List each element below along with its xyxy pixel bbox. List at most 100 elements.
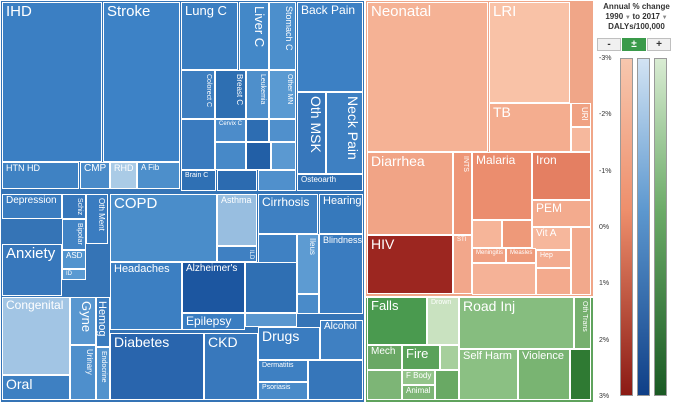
treemap-cell-self-harm[interactable]: Self Harm	[459, 349, 518, 400]
treemap-cell-oral[interactable]: Oral	[2, 375, 70, 400]
treemap-cell-neonatal[interactable]: Neonatal	[367, 2, 488, 152]
treemap-cell-pem[interactable]: PEM	[532, 200, 591, 227]
treemap-cell-diarrhea[interactable]: Diarrhea	[367, 152, 453, 235]
injury-minor-cause[interactable]	[367, 370, 402, 400]
plus-minus-button[interactable]: ±	[622, 38, 646, 51]
injury-minor-cause[interactable]	[440, 345, 459, 370]
treemap-cell-ints[interactable]: INTS	[453, 152, 472, 235]
treemap-cell-measles[interactable]: Measles	[506, 248, 536, 263]
treemap-cell-cervix-c[interactable]: Cervix C	[215, 119, 246, 142]
treemap-cell-rhd[interactable]: RHD	[110, 162, 137, 189]
treemap-cell-drugs[interactable]: Drugs	[258, 327, 320, 360]
treemap-cell-htn-hd[interactable]: HTN HD	[2, 162, 79, 189]
treemap-cell-iron[interactable]: Iron	[532, 152, 591, 200]
treemap-cell-stroke[interactable]: Stroke	[103, 2, 180, 162]
treemap-cell-violence[interactable]: Violence	[518, 349, 570, 400]
treemap-cell-schiz[interactable]: Schiz	[62, 194, 86, 219]
legend-year-from[interactable]: 1990	[605, 12, 624, 21]
treemap-cell-blindness[interactable]: Blindness	[319, 234, 363, 314]
treemap-cell-meningitis[interactable]: Meningitis	[472, 248, 506, 263]
ncd-minor-cause[interactable]	[297, 294, 319, 314]
ncd-minor-cause[interactable]	[215, 142, 246, 170]
treemap-cell-ild[interactable]: ILD	[217, 246, 257, 262]
communicable-minor-cause[interactable]	[472, 263, 536, 295]
treemap-cell-falls[interactable]: Falls	[367, 297, 427, 345]
communicable-minor-cause[interactable]	[536, 268, 571, 295]
treemap-cell-oth-ment[interactable]: Oth Ment	[86, 194, 108, 244]
treemap-cell-oth-trans[interactable]: Oth Trans	[574, 297, 591, 349]
treemap-cell-hemog[interactable]: Hemog	[96, 297, 110, 347]
treemap-cell-mech[interactable]: Mech	[367, 345, 402, 370]
treemap-cell-bipolar[interactable]: Bipolar	[62, 219, 86, 250]
injury-minor-cause[interactable]	[435, 370, 459, 400]
treemap-cell-diabetes[interactable]: Diabetes	[110, 333, 204, 400]
treemap-cell-osteoarth[interactable]: Osteoarth	[297, 174, 363, 191]
treemap-cell-endocrine[interactable]: Endocrine	[96, 347, 110, 400]
communicable-minor-cause[interactable]	[571, 127, 591, 152]
treemap-cell-animal[interactable]: Animal	[402, 385, 435, 400]
treemap-cell-other-mn[interactable]: Other MN	[269, 70, 296, 119]
treemap-cell-fire[interactable]: Fire	[402, 345, 440, 370]
treemap-cell-leukemia[interactable]: Leukemia	[246, 70, 269, 119]
treemap-cell-ileus[interactable]: Ileus	[297, 234, 319, 294]
treemap-cell-road-inj[interactable]: Road Inj	[459, 297, 574, 349]
treemap-cell-drown[interactable]: Drown	[427, 297, 459, 345]
treemap-cell-headaches[interactable]: Headaches	[110, 262, 182, 330]
treemap-cell-neck-pain[interactable]: Neck Pain	[326, 92, 363, 174]
treemap-cell-uri[interactable]: URI	[571, 103, 591, 127]
treemap-cell-hearing[interactable]: Hearing	[319, 194, 363, 234]
treemap-cell-f-body[interactable]: F Body	[402, 370, 435, 385]
treemap-cell-psoriasis[interactable]: Psoriasis	[258, 382, 308, 400]
treemap-cell-sti[interactable]: STI	[453, 235, 472, 294]
ncd-minor-cause[interactable]	[308, 360, 363, 400]
treemap-cell-tb[interactable]: TB	[489, 103, 571, 152]
ncd-minor-cause[interactable]	[269, 119, 296, 142]
treemap-cell-id[interactable]: ID	[62, 269, 86, 280]
treemap-cell-cmp[interactable]: CMP	[80, 162, 110, 189]
ncd-minor-cause[interactable]	[271, 142, 296, 170]
legend-year-to[interactable]: to 2017	[632, 12, 661, 21]
ncd-minor-cause[interactable]	[258, 170, 296, 191]
treemap-cell-urinary[interactable]: Urinary	[70, 345, 96, 400]
treemap-cell-breast-c[interactable]: Breast C	[215, 70, 246, 119]
treemap-cell-anxiety[interactable]: Anxiety	[2, 244, 62, 296]
treemap-cell-hep[interactable]: Hep	[536, 250, 571, 268]
treemap-cell-malaria[interactable]: Malaria	[472, 152, 532, 220]
treemap-cell-lri[interactable]: LRI	[489, 2, 570, 103]
communicable-minor-cause[interactable]	[571, 227, 591, 295]
ncd-minor-cause[interactable]	[246, 142, 271, 170]
ncd-minor-cause[interactable]	[181, 119, 215, 170]
minus-button[interactable]: -	[597, 38, 621, 51]
treemap-cell-back-pain[interactable]: Back Pain	[297, 2, 363, 92]
ncd-minor-cause[interactable]	[245, 313, 297, 327]
treemap-cell-oth-msk[interactable]: Oth MSK	[297, 92, 326, 174]
ncd-minor-cause[interactable]	[246, 119, 269, 142]
injury-minor-cause[interactable]	[570, 349, 591, 400]
plus-button[interactable]: +	[647, 38, 671, 51]
treemap-cell-cirrhosis[interactable]: Cirrhosis	[258, 194, 318, 234]
communicable-minor-cause[interactable]	[502, 220, 532, 248]
treemap-cell-gyne[interactable]: Gyne	[70, 297, 96, 345]
treemap-cell-brain-c[interactable]: Brain C	[181, 170, 216, 191]
treemap-cell-depression[interactable]: Depression	[2, 194, 62, 219]
treemap-cell-epilepsy[interactable]: Epilepsy	[182, 313, 245, 330]
treemap-cell-stomach-c[interactable]: Stomach C	[269, 2, 296, 70]
ncd-minor-cause[interactable]	[217, 170, 257, 191]
treemap-cell-copd[interactable]: COPD	[110, 194, 217, 262]
treemap-cell-asthma[interactable]: Asthma	[217, 194, 257, 246]
treemap-cell-alzheimer-s[interactable]: Alzheimer's	[182, 262, 245, 313]
treemap-cell-liver-c[interactable]: Liver C	[239, 2, 269, 70]
treemap-cell-asd[interactable]: ASD	[62, 250, 86, 269]
treemap-cell-hiv[interactable]: HIV	[367, 235, 453, 294]
ncd-minor-cause[interactable]	[245, 262, 297, 313]
treemap-cell-vit-a[interactable]: Vit A	[532, 227, 571, 250]
treemap-cell-a-fib[interactable]: A Fib	[137, 162, 180, 189]
communicable-minor-cause[interactable]	[472, 220, 502, 248]
treemap-cell-ihd[interactable]: IHD	[2, 2, 102, 162]
treemap-cell-dermatitis[interactable]: Dermatitis	[258, 360, 308, 382]
treemap-cell-alcohol[interactable]: Alcohol	[320, 320, 363, 360]
treemap-cell-ckd[interactable]: CKD	[204, 333, 258, 400]
treemap-cell-lung-c[interactable]: Lung C	[181, 2, 238, 70]
treemap-cell-colorect-c[interactable]: Colorect C	[181, 70, 215, 119]
treemap-cell-congenital[interactable]: Congenital	[2, 297, 70, 375]
